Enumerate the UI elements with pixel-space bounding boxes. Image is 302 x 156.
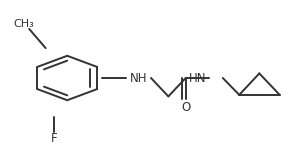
Text: NH: NH [130, 71, 147, 85]
Text: CH₃: CH₃ [14, 19, 34, 29]
Text: HN: HN [189, 71, 207, 85]
Text: F: F [50, 132, 57, 145]
Text: O: O [181, 101, 190, 114]
